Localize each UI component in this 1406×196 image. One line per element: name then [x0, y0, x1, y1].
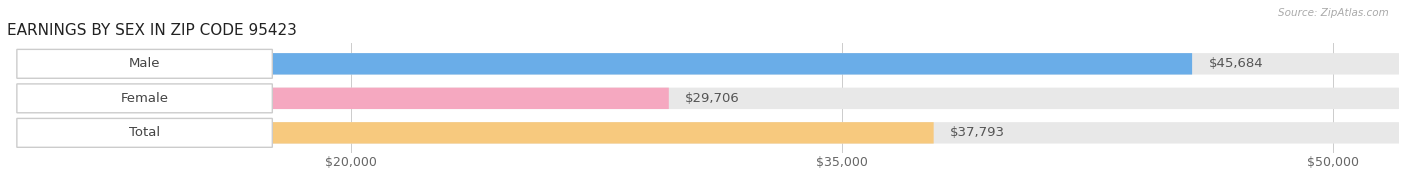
- FancyBboxPatch shape: [24, 88, 669, 109]
- FancyBboxPatch shape: [24, 122, 1399, 143]
- Text: Female: Female: [121, 92, 169, 105]
- Text: $45,684: $45,684: [1209, 57, 1263, 70]
- FancyBboxPatch shape: [17, 84, 273, 113]
- FancyBboxPatch shape: [24, 53, 1399, 74]
- FancyBboxPatch shape: [24, 122, 934, 143]
- Text: EARNINGS BY SEX IN ZIP CODE 95423: EARNINGS BY SEX IN ZIP CODE 95423: [7, 23, 297, 38]
- Text: Male: Male: [129, 57, 160, 70]
- Text: $37,793: $37,793: [950, 126, 1005, 139]
- FancyBboxPatch shape: [24, 53, 1192, 74]
- Text: Total: Total: [129, 126, 160, 139]
- FancyBboxPatch shape: [17, 118, 273, 147]
- Text: Source: ZipAtlas.com: Source: ZipAtlas.com: [1278, 8, 1389, 18]
- Text: $29,706: $29,706: [685, 92, 740, 105]
- FancyBboxPatch shape: [24, 88, 1399, 109]
- FancyBboxPatch shape: [17, 49, 273, 78]
